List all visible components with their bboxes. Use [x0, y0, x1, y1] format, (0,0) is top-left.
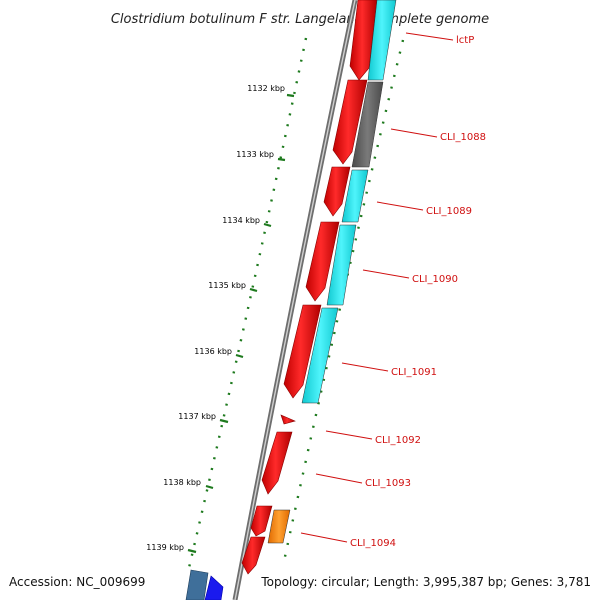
tick-label-1138: 1138 kbp [163, 478, 201, 487]
cds-feature [280, 414, 296, 425]
second-track-features [267, 0, 397, 544]
tick-label-1136: 1136 kbp [194, 347, 232, 356]
tick-label-1139: 1139 kbp [146, 543, 184, 552]
scale-ring [186, 37, 308, 573]
cds-feature [250, 505, 273, 537]
cds-feature [349, 0, 378, 81]
backbone-highlight [234, 0, 356, 600]
gene-label-cli-1090: CLI_1090 [412, 274, 458, 285]
cds-features [241, 0, 378, 575]
accession-text: Accession: NC_009699 [9, 575, 145, 589]
tick-label-1137: 1137 kbp [178, 412, 216, 421]
steel-blue-feature [185, 569, 209, 600]
cyan-feature [301, 307, 339, 404]
label-leaders [300, 32, 454, 543]
cyan-feature [341, 169, 369, 223]
gene-label-lctp: lctP [456, 35, 474, 46]
gene-label-cli-1093: CLI_1093 [365, 478, 411, 489]
cds-feature [305, 221, 340, 302]
gene-label-cli-1094: CLI_1094 [350, 538, 396, 549]
cds-feature [283, 304, 322, 399]
tick-label-1132: 1132 kbp [247, 84, 285, 93]
gene-label-cli-1089: CLI_1089 [426, 206, 472, 217]
blue-feature [204, 575, 224, 600]
gene-label-cli-1091: CLI_1091 [391, 367, 437, 378]
cyan-feature [326, 224, 357, 306]
gray-feature [351, 81, 384, 168]
tick-label-1134: 1134 kbp [222, 216, 260, 225]
cds-feature [323, 166, 351, 217]
cds-feature [332, 79, 368, 165]
genome-summary-text: Topology: circular; Length: 3,995,387 bp… [260, 575, 591, 589]
tick-label-1133: 1133 kbp [236, 150, 274, 159]
cyan-feature [367, 0, 397, 81]
map-title: Clostridium botulinum F str. Langeland, … [111, 12, 489, 27]
gene-label-cli-1088: CLI_1088 [440, 132, 486, 143]
tick-marks [187, 93, 295, 554]
cds-feature [241, 536, 266, 575]
gene-label-cli-1092: CLI_1092 [375, 435, 421, 446]
tick-label-1135: 1135 kbp [208, 281, 246, 290]
cds-feature [261, 431, 293, 495]
orange-feature [267, 509, 291, 544]
